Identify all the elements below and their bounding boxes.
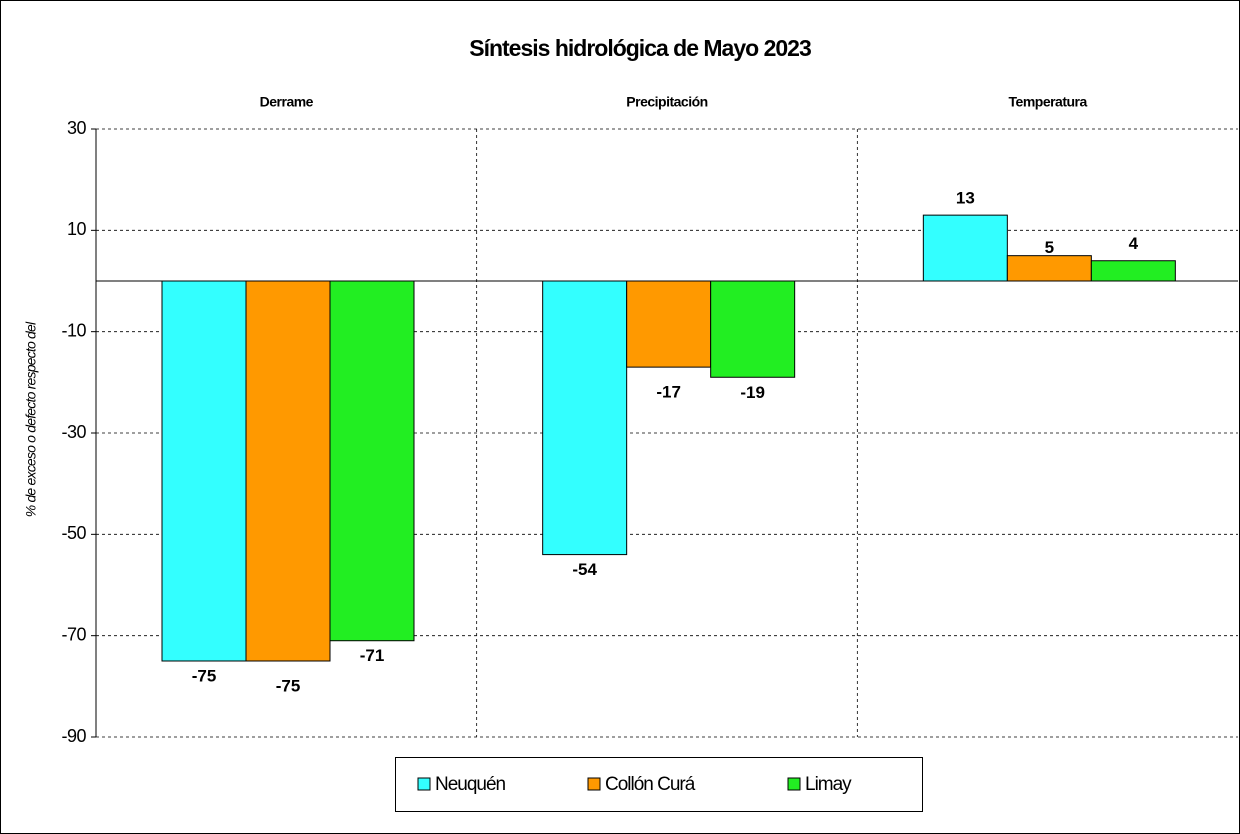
y-tick-label: -90 xyxy=(61,726,86,746)
y-tick-label: 30 xyxy=(67,118,87,138)
y-axis-label: % de exceso o defecto respecto del xyxy=(23,321,39,517)
value-label: -75 xyxy=(192,666,217,685)
y-tick-label: -50 xyxy=(61,523,86,543)
category-label: Temperatura xyxy=(1009,94,1088,110)
legend-label: Collón Curá xyxy=(605,774,696,795)
category-label: Derrame xyxy=(260,94,314,110)
value-label: 4 xyxy=(1129,234,1139,253)
value-label: 13 xyxy=(956,189,975,208)
y-tick-label: 10 xyxy=(67,219,87,239)
value-label: -17 xyxy=(656,383,681,402)
legend-swatch xyxy=(417,777,431,791)
legend-label: Limay xyxy=(805,774,852,795)
chart-title: Síntesis hidrológica de Mayo 2023 xyxy=(469,35,811,61)
value-label: 5 xyxy=(1045,238,1054,257)
legend-swatch xyxy=(587,777,601,791)
legend-swatch xyxy=(787,777,801,791)
bar xyxy=(329,280,415,642)
bar xyxy=(542,280,628,556)
category-label: Precipitación xyxy=(626,94,707,110)
legend-label: Neuquén xyxy=(435,774,506,795)
bar xyxy=(1090,260,1176,282)
bar xyxy=(1006,255,1092,282)
value-label: -19 xyxy=(740,383,765,402)
bar xyxy=(626,280,712,368)
y-tick-label: -70 xyxy=(61,624,86,644)
value-label: -71 xyxy=(360,646,385,665)
y-tick-label: -30 xyxy=(61,422,86,442)
bar xyxy=(161,280,247,662)
value-label: -75 xyxy=(276,676,301,695)
value-label: -54 xyxy=(572,560,597,579)
y-tick-label: -10 xyxy=(61,320,86,340)
bar xyxy=(245,280,331,662)
legend-box xyxy=(395,757,923,812)
bar xyxy=(710,280,796,378)
bar xyxy=(922,214,1008,282)
